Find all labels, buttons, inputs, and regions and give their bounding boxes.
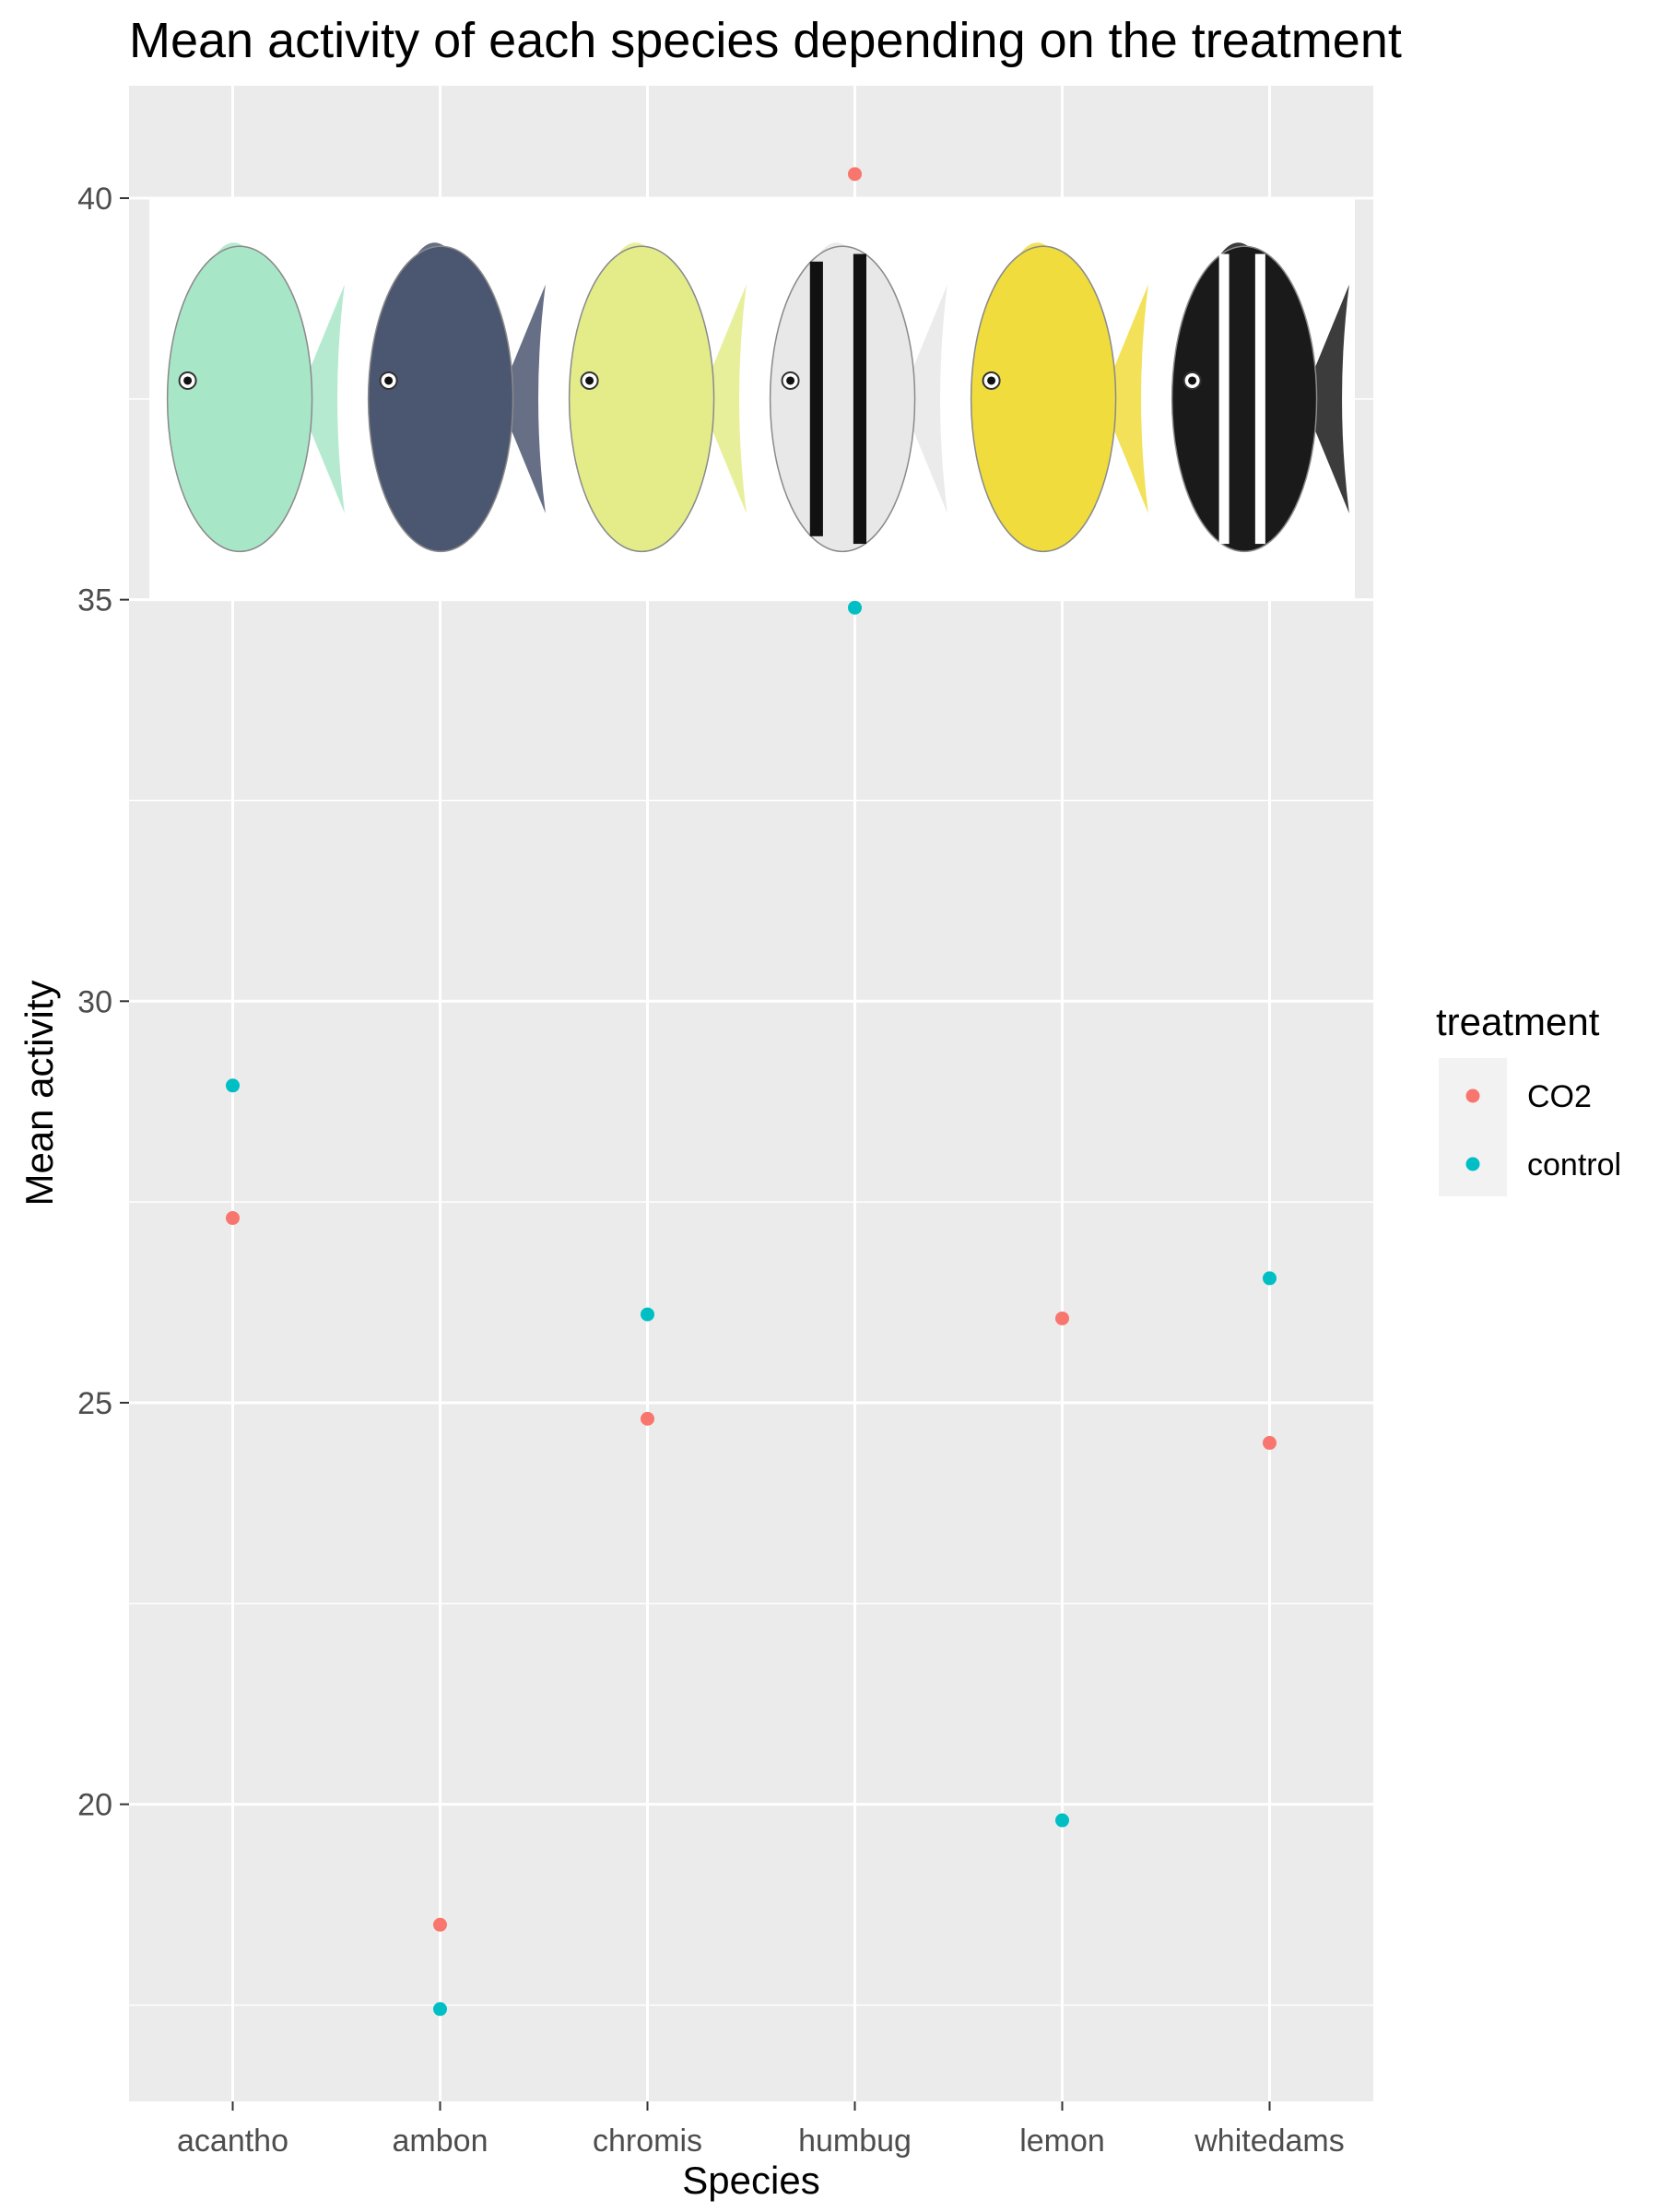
- x-tick-label: ambon: [393, 2124, 488, 2159]
- humbug-fish-icon: [769, 242, 947, 553]
- stripe: [1218, 253, 1230, 545]
- body: [970, 245, 1117, 553]
- body: [166, 245, 313, 553]
- chart-title: Mean activity of each species depending …: [129, 13, 1402, 68]
- tail-fin: [1301, 284, 1349, 513]
- y-tick-label: 25: [77, 1386, 112, 1421]
- tail-fin: [297, 284, 345, 513]
- y-tick-label: 35: [77, 583, 112, 618]
- tail-fin: [900, 284, 947, 513]
- legend-title: treatment: [1436, 1000, 1600, 1043]
- pupil: [183, 376, 193, 385]
- pupil: [384, 376, 394, 385]
- tail-fin: [498, 284, 546, 513]
- data-point-CO2-whitedams: [1263, 1436, 1277, 1451]
- data-point-CO2-chromis: [641, 1411, 654, 1426]
- data-point-CO2-lemon: [1055, 1311, 1069, 1325]
- legend-key-control: [1465, 1157, 1480, 1171]
- data-points: [226, 167, 1277, 2017]
- lemon-fish-icon: [970, 242, 1148, 553]
- body: [1171, 245, 1318, 553]
- legend-label-CO2: CO2: [1527, 1079, 1592, 1114]
- tail-fin: [699, 284, 747, 513]
- data-point-control-chromis: [641, 1307, 654, 1322]
- data-point-control-lemon: [1055, 1813, 1069, 1828]
- plot-panel: [129, 86, 1373, 2101]
- acantho-fish-icon: [166, 242, 345, 553]
- fish-image-inset: [149, 197, 1355, 600]
- data-point-CO2-humbug: [848, 167, 862, 182]
- x-axis-title: Species: [682, 2159, 819, 2202]
- x-tick-label: lemon: [1019, 2124, 1105, 2159]
- x-tick-label: chromis: [593, 2124, 702, 2159]
- data-point-control-acantho: [226, 1078, 240, 1093]
- data-point-CO2-ambon: [433, 1917, 447, 1932]
- y-tick-label: 30: [77, 984, 112, 1019]
- legend: treatment CO2 control: [1436, 1000, 1621, 1196]
- body: [367, 245, 514, 553]
- y-axis-title: Mean activity: [18, 980, 61, 1206]
- pupil: [987, 376, 996, 385]
- ambon-fish-icon: [367, 242, 546, 553]
- data-point-control-whitedams: [1263, 1271, 1277, 1286]
- body: [769, 245, 916, 553]
- pupil: [1188, 376, 1197, 385]
- pupil: [786, 376, 795, 385]
- body: [568, 245, 715, 553]
- y-tick-label: 20: [77, 1788, 112, 1823]
- legend-key-CO2: [1465, 1088, 1480, 1103]
- data-point-control-ambon: [433, 2002, 447, 2017]
- x-tick-label: acantho: [177, 2124, 288, 2159]
- tail-fin: [1100, 284, 1148, 513]
- legend-label-control: control: [1527, 1147, 1621, 1182]
- inset-background: [149, 197, 1355, 600]
- whitedams-fish-icon: [1171, 242, 1349, 553]
- legend-key-background: [1439, 1058, 1507, 1196]
- chromis-fish-icon: [568, 242, 747, 553]
- stripe: [809, 261, 823, 536]
- x-tick-label: whitedams: [1194, 2124, 1345, 2159]
- y-tick-label: 40: [77, 182, 112, 217]
- stripe: [1254, 253, 1265, 545]
- pupil: [585, 376, 594, 385]
- x-tick-label: humbug: [798, 2124, 912, 2159]
- y-axis: 20 25 30 35 40: [77, 182, 129, 1823]
- data-point-control-humbug: [848, 600, 862, 615]
- data-point-CO2-acantho: [226, 1211, 240, 1226]
- x-axis: acantho ambon chromis humbug lemon whitedams: [177, 2101, 1345, 2159]
- stripe: [853, 253, 866, 545]
